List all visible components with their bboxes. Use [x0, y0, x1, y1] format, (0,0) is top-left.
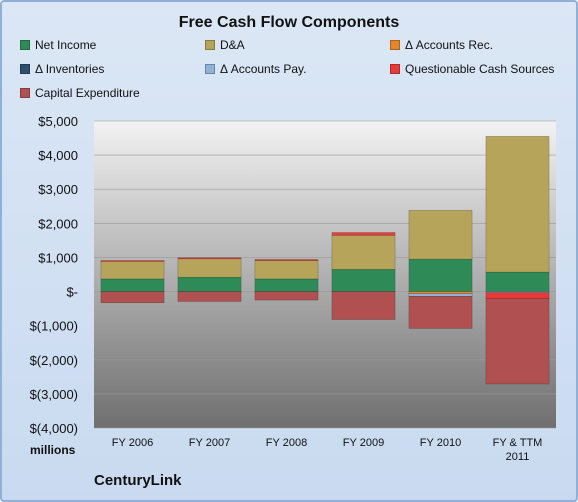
bar-segment	[100, 260, 165, 280]
y-tick-label: $(1,000)	[30, 319, 78, 334]
legend-item: Questionable Cash Sources	[390, 62, 554, 76]
bar-segment	[408, 258, 473, 292]
y-tick-label: $4,000	[38, 148, 78, 163]
bar-segment	[408, 210, 473, 260]
y-tick-label: $(4,000)	[30, 421, 78, 436]
bar-segment	[100, 291, 165, 304]
bar-segment	[331, 232, 396, 236]
bar-segment	[100, 278, 165, 292]
x-tick-label: FY 2010	[420, 437, 461, 449]
legend-item: Δ Accounts Pay.	[205, 62, 307, 76]
x-tick-label: FY 2007	[189, 437, 230, 449]
y-tick-label: $(2,000)	[30, 353, 78, 368]
legend-label: Questionable Cash Sources	[405, 62, 555, 76]
legend-label: Δ Inventories	[35, 62, 105, 76]
bar-segment	[331, 235, 396, 270]
legend-item: Δ Accounts Rec.	[390, 38, 493, 52]
y-tick-label: $5,000	[38, 114, 78, 129]
chart-legend: Net Income D&A Δ Accounts Rec. Δ Inventorie…	[0, 0, 578, 110]
y-tick-label: $-	[66, 285, 78, 300]
y-tick-label: $1,000	[38, 250, 78, 265]
bar-segment	[331, 291, 396, 320]
bar-segment	[254, 278, 319, 292]
legend-label: Net Income	[35, 38, 97, 52]
y-tick-label: $(3,000)	[30, 387, 78, 402]
bar-segment	[254, 260, 319, 280]
legend-label: D&A	[220, 38, 245, 52]
bar-segment	[331, 269, 396, 292]
bar-segment	[177, 258, 242, 278]
legend-swatch	[390, 40, 400, 50]
bar-segment	[408, 293, 473, 297]
bar-segment	[408, 291, 473, 294]
legend-swatch	[205, 40, 215, 50]
bar-segment	[254, 259, 319, 261]
legend-swatch	[20, 40, 30, 50]
y-tick-label: $2,000	[38, 216, 78, 231]
legend-label: Δ Accounts Rec.	[405, 38, 494, 52]
x-tick-label: FY 2008	[266, 437, 307, 449]
legend-item: Net Income	[20, 38, 96, 52]
bar-segment	[177, 291, 242, 302]
units-label: millions	[30, 443, 76, 457]
bar-segment	[177, 276, 242, 292]
bar-segment	[485, 292, 550, 299]
x-tick-label: FY 2009	[343, 437, 384, 449]
x-tick-label: FY 2006	[112, 437, 153, 449]
bar-segment	[254, 291, 319, 301]
legend-label: Δ Accounts Pay.	[220, 62, 307, 76]
plot-area	[94, 121, 556, 428]
bar-segment	[408, 296, 473, 329]
bar-segment	[177, 257, 242, 260]
bar-segment	[100, 260, 165, 262]
legend-label: Capital Expenditure	[35, 86, 140, 100]
bar-segment	[485, 271, 550, 292]
legend-item: D&A	[205, 38, 245, 52]
legend-item: Capital Expenditure	[20, 86, 140, 100]
legend-swatch	[20, 64, 30, 74]
bar-segment	[485, 298, 550, 385]
y-tick-label: $3,000	[38, 182, 78, 197]
bar-segment	[485, 136, 550, 273]
x-tick-label: FY & TTM 2011	[493, 437, 543, 463]
legend-swatch	[20, 88, 30, 98]
legend-swatch	[390, 64, 400, 74]
legend-swatch	[205, 64, 215, 74]
company-name: CenturyLink	[94, 472, 182, 489]
legend-item: Δ Inventories	[20, 62, 104, 76]
chart-title: Free Cash Flow Components	[178, 14, 400, 31]
